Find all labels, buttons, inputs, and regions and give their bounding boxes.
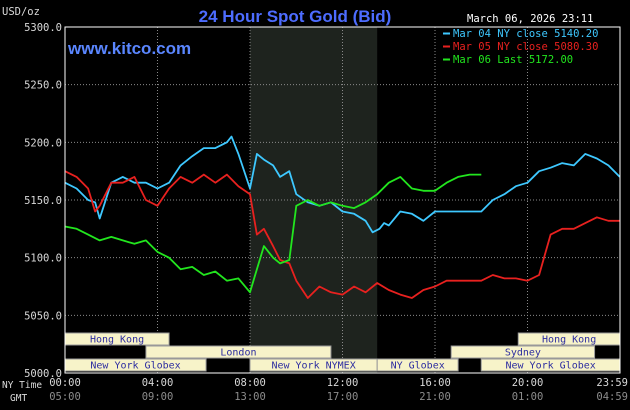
x-axis-ny-time-label: NY Time: [2, 380, 42, 391]
market-sessions-layer: Hong Kong Hong Kong London Sydney New York G…: [64, 332, 621, 372]
market-label: Hong Kong: [542, 335, 596, 346]
market-label: NY Globex: [391, 361, 445, 372]
y-axis-ticks: 5300.0 5250.0 5200.0 5150.0 5100.0 5050.0 5000…: [24, 22, 62, 380]
y-tick-label: 5100.0: [24, 253, 62, 265]
market-label: New York Globex: [505, 361, 595, 372]
x-tick-label-ny: 08:00: [234, 377, 266, 389]
kitco-watermark: www.kitco.com: [67, 39, 191, 58]
market-bar: [450, 345, 596, 359]
x-tick-label-gmt: 13:00: [234, 391, 266, 403]
nymex-session-shade-layer: [250, 27, 378, 373]
x-tick-label-ny: 04:00: [142, 377, 174, 389]
x-tick-label-ny: 16:00: [419, 377, 451, 389]
date-time-label: March 06, 2026 23:11: [467, 13, 593, 25]
x-axis-ticks: 00:00 05:00 04:00 09:00 08:00 13:00 12:00 17:00…: [49, 377, 628, 403]
y-tick-label: 5050.0: [24, 310, 62, 322]
plot-border-layer: [64, 26, 621, 374]
price-line: [64, 173, 482, 294]
chart-title: 24 Hour Spot Gold (Bid): [199, 7, 392, 26]
x-tick-label-gmt: 21:00: [419, 391, 451, 403]
x-tick-label-ny: 12:00: [327, 377, 359, 389]
market-bar: [376, 358, 459, 372]
market-label: London: [220, 348, 256, 359]
x-tick-label-ny: 23:59: [596, 377, 628, 389]
legend-entry: Mar 05 NY close 5080.30: [453, 41, 598, 53]
x-axis-gmt-label: GMT: [10, 393, 27, 404]
market-label: Sydney: [505, 348, 541, 359]
x-tick-label-gmt: 01:00: [512, 391, 544, 403]
y-tick-label: 5200.0: [24, 137, 62, 149]
x-tick-label-gmt: 04:59: [596, 391, 628, 403]
market-label: New York NYMEX: [271, 361, 355, 372]
market-label: New York Globex: [90, 361, 180, 372]
legend-entry: Mar 04 NY close 5140.20: [453, 28, 598, 40]
x-tick-label-gmt: 05:00: [49, 391, 81, 403]
plot-border: [64, 26, 621, 374]
price-lines-layer: [64, 135, 621, 299]
y-tick-label: 5150.0: [24, 195, 62, 207]
nymex-session-shade: [250, 27, 378, 373]
market-bar: [145, 345, 332, 359]
legend-entry: Mar 06 Last 5172.00: [453, 54, 573, 66]
price-line: [64, 170, 620, 299]
y-tick-label: 5000.0: [24, 368, 62, 380]
y-tick-label: 5250.0: [24, 80, 62, 92]
x-tick-label-ny: 20:00: [512, 377, 544, 389]
y-axis-unit: USD/oz: [2, 6, 40, 18]
x-tick-label-ny: 00:00: [49, 377, 81, 389]
y-tick-label: 5300.0: [24, 22, 62, 34]
market-label: Hong Kong: [90, 335, 144, 346]
x-tick-label-gmt: 17:00: [327, 391, 359, 403]
grid-layer: [65, 27, 620, 373]
x-tick-label-gmt: 09:00: [142, 391, 174, 403]
